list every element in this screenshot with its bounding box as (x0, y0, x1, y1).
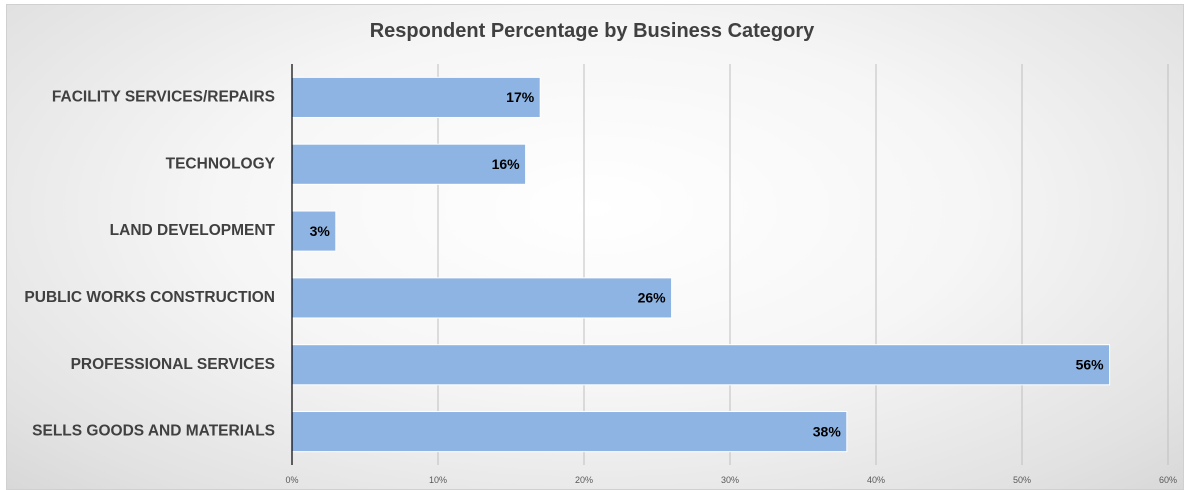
data-label: 38% (813, 423, 842, 439)
category-label: PROFESSIONAL SERVICES (71, 356, 275, 373)
data-label: 17% (506, 89, 535, 105)
bar (291, 210, 337, 252)
x-tick-label: 20% (575, 475, 593, 485)
data-label: 16% (492, 156, 521, 172)
x-tick-label: 50% (1013, 475, 1031, 485)
bar (291, 277, 673, 319)
chart-title: Respondent Percentage by Business Catego… (369, 20, 815, 42)
category-label: FACILITY SERVICES/REPAIRS (52, 89, 275, 106)
bar (291, 143, 527, 185)
data-label: 56% (1076, 356, 1105, 372)
chart-area (6, 4, 1184, 490)
bar (291, 76, 541, 118)
bar (291, 344, 1111, 386)
category-label: TECHNOLOGY (166, 155, 276, 172)
x-tick-label: 40% (867, 475, 885, 485)
data-label: 3% (310, 223, 331, 239)
x-tick-label: 10% (429, 475, 447, 485)
x-tick-label: 0% (285, 475, 298, 485)
category-label: PUBLIC WORKS CONSTRUCTION (24, 289, 275, 306)
bar (291, 411, 848, 453)
data-label: 26% (638, 290, 667, 306)
category-label: LAND DEVELOPMENT (110, 222, 276, 239)
x-tick-label: 30% (721, 475, 739, 485)
x-tick-label: 60% (1159, 475, 1177, 485)
category-label: SELLS GOODS AND MATERIALS (32, 423, 275, 440)
